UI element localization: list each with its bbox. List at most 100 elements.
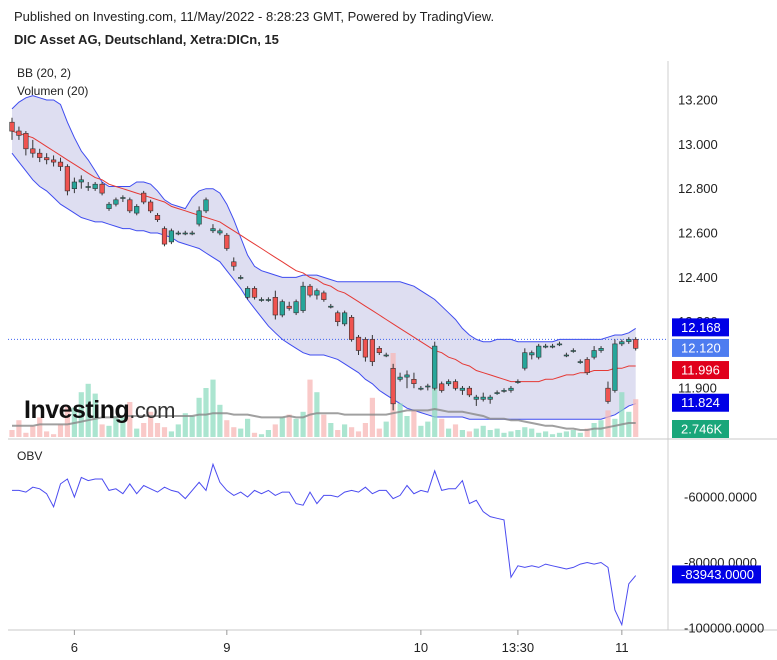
candle-body [362,339,369,358]
candle [50,155,57,167]
volume-bar [473,428,479,437]
volume-ma-line [12,407,636,431]
candle [425,383,431,391]
candle [383,352,389,358]
candle-body [397,376,403,380]
time-tick-label: 9 [223,640,230,655]
candle [432,341,438,391]
volume-bar [425,421,431,437]
candle [57,157,64,171]
volume-bar [369,397,375,437]
volume-bar [92,393,98,437]
volume-bar [487,430,493,437]
volume-bar [515,430,521,437]
candle-body [64,166,70,192]
candle [71,177,77,194]
candle-body [542,345,549,348]
volume-indicator-label[interactable]: Volumen (20) [17,84,89,98]
candle [390,363,396,411]
candle-body [466,387,473,396]
candle-body [549,345,556,348]
volume-badge: 2.746K [672,420,729,438]
candle [154,213,161,222]
volume-bar [397,403,403,437]
time-tick-label: 6 [71,640,78,655]
candle [231,257,237,271]
candle-body [473,396,479,400]
candle-body [307,285,313,296]
candle-body [570,350,576,352]
candle [328,303,334,309]
candle [355,335,362,355]
candle-body [57,161,64,167]
bollinger-fill [12,95,636,420]
volume-badge-bg [672,420,729,438]
candle [619,339,625,347]
bollinger-basis-line [11,130,636,383]
volume-bar [148,411,154,437]
candle-body [563,354,569,357]
candle [605,381,611,404]
volume-bar [584,428,590,437]
candle-body [154,215,161,221]
volume-bar [99,424,105,437]
obv-tick-label: -100000.0000 [684,621,764,636]
bb-lower-badge: 11.824 [672,393,729,412]
volume-bar [120,417,126,437]
candle-body [189,232,195,235]
candle-body [50,159,57,163]
volume-bar [619,392,625,437]
candle [536,343,542,360]
candle [487,394,493,404]
candle [362,337,369,362]
volume-bar [245,418,251,437]
candle [120,195,126,202]
candle-body [44,157,50,161]
candle [238,275,244,280]
candle-body [439,383,445,391]
candle [30,139,36,158]
volume-bar [224,420,230,437]
candle-body [78,179,84,183]
published-caption: Published on Investing.com, 11/May/2022 … [14,9,495,24]
candle-body [619,341,625,345]
candle-body [9,121,15,132]
candle-body [411,378,417,384]
price-tick-label: 12.800 [678,181,718,196]
volume-bar [439,418,445,437]
volume-bar [182,413,188,437]
volume-bar [605,410,611,437]
candle [584,357,590,375]
candle [570,348,576,353]
candle [224,233,230,251]
candle-body [286,305,292,309]
volume-bar [543,431,549,437]
candle [64,164,70,196]
candle-body [106,203,112,209]
time-tick-label: 13:30 [502,640,535,655]
price-badges: 12.168 12.120 11.996 11.824 2.746K -83943.000… [672,318,761,584]
volume-bar [536,432,542,437]
candle [196,206,202,227]
bb-indicator-label[interactable]: BB (20, 2) [17,66,72,80]
volume-bar [328,423,334,437]
candle [210,224,216,234]
volume-bar [314,392,320,437]
candle-body [626,339,632,342]
volume-bar [522,427,528,437]
volume-bar [612,418,618,437]
candle [272,290,278,320]
price-tick-label: 13.000 [678,137,718,152]
candle-body [591,350,597,358]
candle-body [355,336,362,351]
instrument-title: DIC Asset AG, Deutschland, Xetra:DICn, 1… [14,32,279,47]
obv-indicator-label[interactable]: OBV [17,449,43,463]
bollinger-bands [8,95,668,420]
volume-bar [113,416,119,437]
volume-bar [300,411,306,437]
candle [501,388,507,393]
candle [633,337,639,351]
candle-body [335,312,341,322]
volume-bar [57,424,64,437]
candle-body [383,354,389,357]
